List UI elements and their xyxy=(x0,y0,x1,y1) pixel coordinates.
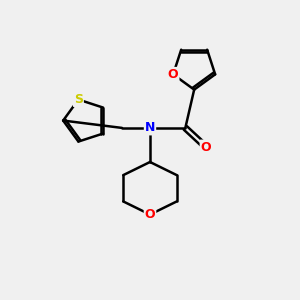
Text: O: O xyxy=(201,141,211,154)
Text: S: S xyxy=(74,93,83,106)
Text: N: N xyxy=(145,122,155,134)
Text: O: O xyxy=(145,208,155,221)
Text: O: O xyxy=(168,68,178,81)
